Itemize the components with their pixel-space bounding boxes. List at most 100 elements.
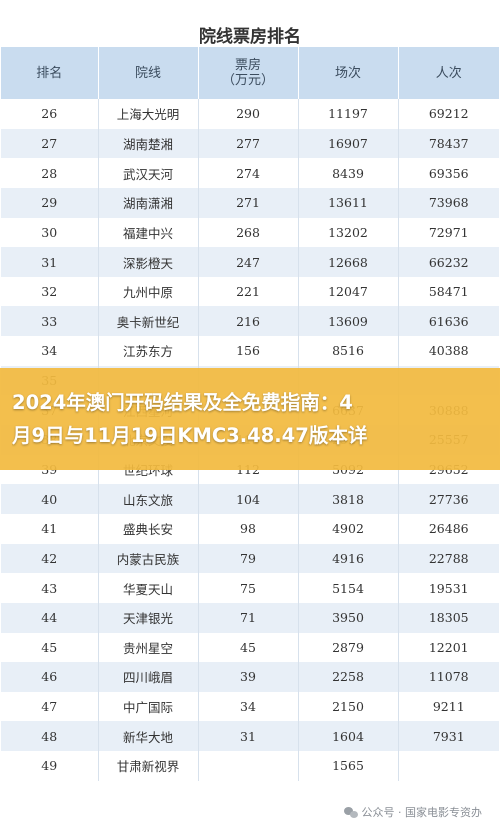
cell-attendance: 61636 bbox=[398, 306, 499, 337]
cell-screenings: 4916 bbox=[298, 543, 399, 574]
cell-rank: 27 bbox=[1, 128, 99, 159]
cell-screenings: 2258 bbox=[298, 662, 399, 692]
cell-box-office: 71 bbox=[198, 602, 299, 633]
cell-box-office: 34 bbox=[198, 691, 299, 722]
cell-rank: 42 bbox=[1, 543, 99, 574]
cell-rank: 47 bbox=[1, 691, 99, 722]
cell-box-office: 104 bbox=[198, 484, 299, 514]
headline-line-2: 月9日与11月19日KMC3.48.47版本详 bbox=[12, 424, 368, 447]
headline-banner[interactable]: 2024年澳门开码结果及全免费指南：4 月9日与11月19日KMC3.48.47… bbox=[0, 368, 500, 470]
cell-attendance: 9211 bbox=[398, 691, 499, 722]
cell-cinema-chain: 江苏东方 bbox=[98, 336, 199, 366]
table-row: 26 上海大光明 290 11197 69212 bbox=[1, 99, 499, 129]
cell-cinema-chain: 奥卡新世纪 bbox=[98, 306, 199, 337]
cell-cinema-chain: 武汉天河 bbox=[98, 158, 199, 188]
table-row: 41 盛典长安 98 4902 26486 bbox=[1, 513, 499, 544]
cell-screenings: 3950 bbox=[298, 602, 399, 633]
table-row: 44 天津银光 71 3950 18305 bbox=[1, 602, 499, 633]
wechat-icon bbox=[343, 806, 358, 818]
cell-screenings: 13611 bbox=[298, 187, 399, 218]
cell-cinema-chain: 四川峨眉 bbox=[98, 662, 199, 692]
cell-attendance: 69356 bbox=[398, 158, 499, 188]
cell-screenings: 12047 bbox=[298, 276, 399, 307]
table-row: 45 贵州星空 45 2879 12201 bbox=[1, 632, 499, 663]
cell-box-office: 39 bbox=[198, 662, 299, 692]
cell-cinema-chain: 深影橙天 bbox=[98, 247, 199, 277]
table-header-row: 排名 院线 票房 （万元） 场次 人次 bbox=[1, 47, 499, 99]
cell-screenings: 4902 bbox=[298, 513, 399, 544]
cell-box-office: 268 bbox=[198, 217, 299, 248]
cell-rank: 30 bbox=[1, 217, 99, 248]
cell-cinema-chain: 天津银光 bbox=[98, 602, 199, 633]
cell-box-office: 75 bbox=[198, 573, 299, 603]
cell-screenings: 1604 bbox=[298, 721, 399, 752]
cell-attendance: 19531 bbox=[398, 573, 499, 603]
cell-attendance: 40388 bbox=[398, 336, 499, 366]
cell-screenings: 8439 bbox=[298, 158, 399, 188]
header-rank: 排名 bbox=[1, 47, 99, 99]
cell-screenings: 3818 bbox=[298, 484, 399, 514]
cell-cinema-chain: 内蒙古民族 bbox=[98, 543, 199, 574]
cell-cinema-chain: 湖南楚湘 bbox=[98, 128, 199, 159]
header-cinema-chain: 院线 bbox=[98, 47, 199, 99]
cell-cinema-chain: 盛典长安 bbox=[98, 513, 199, 544]
cell-screenings: 2879 bbox=[298, 632, 399, 663]
cell-cinema-chain: 华夏天山 bbox=[98, 573, 199, 603]
cell-attendance: 58471 bbox=[398, 276, 499, 307]
cell-attendance: 66232 bbox=[398, 247, 499, 277]
cell-screenings: 13609 bbox=[298, 306, 399, 337]
cell-rank: 28 bbox=[1, 158, 99, 188]
cell-box-office: 274 bbox=[198, 158, 299, 188]
cell-rank: 43 bbox=[1, 573, 99, 603]
cell-attendance: 73968 bbox=[398, 187, 499, 218]
cell-rank: 32 bbox=[1, 276, 99, 307]
table-row: 28 武汉天河 274 8439 69356 bbox=[1, 158, 499, 188]
table-row: 31 深影橙天 247 12668 66232 bbox=[1, 247, 499, 277]
cell-screenings: 5154 bbox=[298, 573, 399, 603]
cell-attendance: 22788 bbox=[398, 543, 499, 574]
cell-rank: 46 bbox=[1, 662, 99, 692]
cell-box-office: 31 bbox=[198, 721, 299, 752]
table-row: 29 湖南潇湘 271 13611 73968 bbox=[1, 187, 499, 218]
cell-attendance bbox=[398, 751, 499, 781]
cell-screenings: 16907 bbox=[298, 128, 399, 159]
table-row: 43 华夏天山 75 5154 19531 bbox=[1, 573, 499, 603]
table-row: 34 江苏东方 156 8516 40388 bbox=[1, 336, 499, 366]
cell-box-office: 290 bbox=[198, 99, 299, 129]
cell-rank: 29 bbox=[1, 187, 99, 218]
cell-attendance: 11078 bbox=[398, 662, 499, 692]
table-row: 42 内蒙古民族 79 4916 22788 bbox=[1, 543, 499, 574]
cell-cinema-chain: 湖南潇湘 bbox=[98, 187, 199, 218]
cell-box-office: 271 bbox=[198, 187, 299, 218]
cell-cinema-chain: 九州中原 bbox=[98, 276, 199, 307]
header-screenings: 场次 bbox=[298, 47, 399, 99]
cell-box-office: 45 bbox=[198, 632, 299, 663]
headline-line-1: 2024年澳门开码结果及全免费指南：4 bbox=[12, 391, 353, 414]
cell-box-office: 79 bbox=[198, 543, 299, 574]
cell-cinema-chain: 贵州星空 bbox=[98, 632, 199, 663]
cell-box-office: 156 bbox=[198, 336, 299, 366]
table-row: 30 福建中兴 268 13202 72971 bbox=[1, 217, 499, 248]
cell-cinema-chain: 上海大光明 bbox=[98, 99, 199, 129]
cell-cinema-chain: 甘肃新视界 bbox=[98, 751, 199, 781]
table-row: 32 九州中原 221 12047 58471 bbox=[1, 276, 499, 307]
table-row: 49 甘肃新视界 1565 bbox=[1, 751, 499, 781]
cell-rank: 26 bbox=[1, 99, 99, 129]
table-row: 40 山东文旅 104 3818 27736 bbox=[1, 484, 499, 514]
cell-attendance: 78437 bbox=[398, 128, 499, 159]
cell-attendance: 69212 bbox=[398, 99, 499, 129]
cell-screenings: 11197 bbox=[298, 99, 399, 129]
cell-screenings: 8516 bbox=[298, 336, 399, 366]
cell-rank: 31 bbox=[1, 247, 99, 277]
table-row: 33 奥卡新世纪 216 13609 61636 bbox=[1, 306, 499, 337]
cell-screenings: 13202 bbox=[298, 217, 399, 248]
cell-attendance: 26486 bbox=[398, 513, 499, 544]
table-row: 48 新华大地 31 1604 7931 bbox=[1, 721, 499, 752]
cell-box-office: 277 bbox=[198, 128, 299, 159]
cell-rank: 40 bbox=[1, 484, 99, 514]
cell-screenings: 12668 bbox=[298, 247, 399, 277]
watermark: 公众号 · 国家电影专资办 bbox=[339, 803, 486, 821]
watermark-text: 公众号 · 国家电影专资办 bbox=[361, 806, 483, 819]
header-attendance: 人次 bbox=[398, 47, 499, 99]
cell-rank: 49 bbox=[1, 751, 99, 781]
